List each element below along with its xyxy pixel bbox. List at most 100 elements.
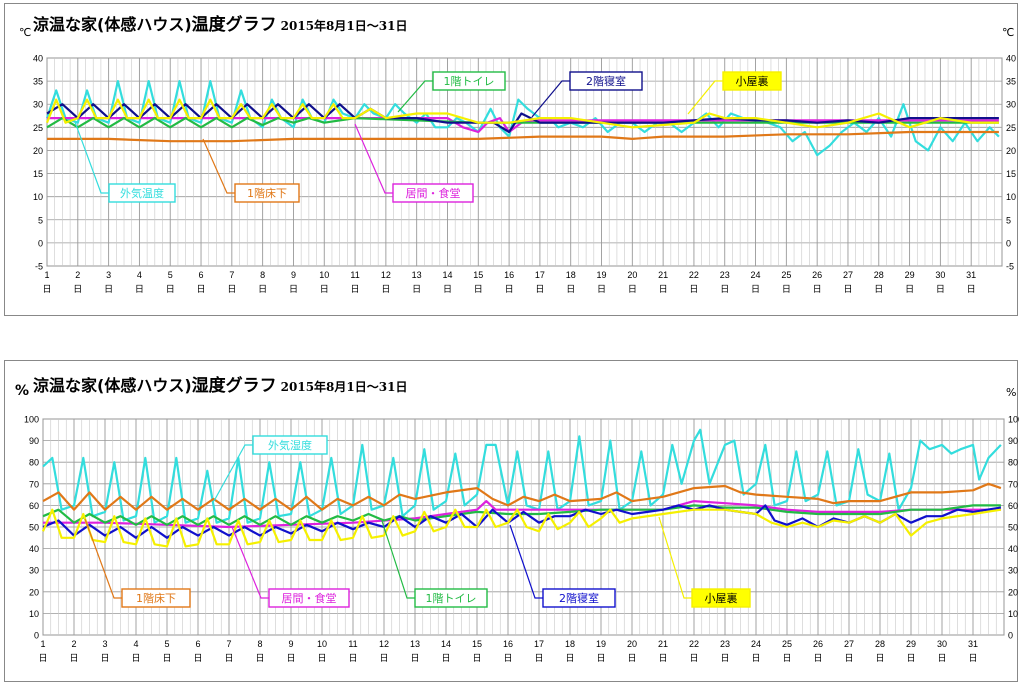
x-tick-label: 16 [504, 270, 514, 280]
x-tick-suffix: 日 [289, 284, 298, 295]
x-tick-label: 4 [137, 270, 142, 280]
x-tick-suffix: 日 [505, 284, 514, 295]
x-tick-label: 30 [937, 639, 947, 649]
x-tick-suffix: 日 [534, 653, 543, 664]
callout-1階トイレ: 1階トイレ [381, 520, 488, 608]
x-tick-label: 20 [627, 270, 637, 280]
y-tick-label-left: 40 [29, 544, 39, 554]
x-tick-suffix: 日 [197, 284, 206, 295]
left-unit-label: ℃ [19, 26, 32, 39]
x-tick-label: 3 [102, 639, 107, 649]
x-tick-label: 7 [226, 639, 231, 649]
temperature-chart-panel: 涼温な家(体感ハウス)温度グラフ 2015年8月1日～31日 ℃ ℃ -5 -5 0 0… [4, 3, 1018, 316]
x-tick-label: 2 [75, 270, 80, 280]
x-tick-suffix: 日 [224, 653, 233, 664]
x-tick-suffix: 日 [379, 653, 388, 664]
x-tick-suffix: 日 [597, 284, 606, 295]
y-tick-label-left: 20 [33, 146, 43, 156]
y-tick-label-right: 25 [1006, 123, 1016, 133]
x-tick-suffix: 日 [843, 284, 852, 295]
x-tick-suffix: 日 [659, 284, 668, 295]
x-tick-suffix: 日 [135, 284, 144, 295]
x-tick-suffix: 日 [751, 284, 760, 295]
x-tick-suffix: 日 [874, 284, 883, 295]
callout-1階床下: 1階床下 [202, 138, 300, 203]
x-tick-label: 19 [596, 639, 606, 649]
x-tick-label: 5 [164, 639, 169, 649]
callout-label: 外気温度 [120, 186, 164, 200]
x-tick-suffix: 日 [628, 284, 637, 295]
callout-小屋裏: 小屋裏 [687, 71, 782, 115]
x-tick-label: 27 [844, 639, 854, 649]
x-tick-label: 25 [782, 639, 792, 649]
y-tick-label-left: 0 [38, 238, 43, 248]
y-tick-label-left: 30 [29, 566, 39, 576]
x-tick-suffix: 日 [627, 653, 636, 664]
x-tick-label: 6 [195, 639, 200, 649]
y-tick-label-right: 10 [1008, 609, 1018, 619]
x-tick-label: 24 [751, 270, 761, 280]
x-tick-label: 8 [257, 639, 262, 649]
y-tick-label-right: 10 [1006, 192, 1016, 202]
callout-label: 2階寝室 [559, 591, 599, 605]
x-tick-suffix: 日 [565, 653, 574, 664]
x-tick-suffix: 日 [566, 284, 575, 295]
x-tick-suffix: 日 [689, 653, 698, 664]
y-tick-label-right: 20 [1006, 146, 1016, 156]
series-line-1階トイレ [42, 504, 1001, 526]
x-tick-suffix: 日 [348, 653, 357, 664]
x-tick-label: 30 [935, 270, 945, 280]
callout-label: 居間・食堂 [406, 186, 461, 200]
callout-label: 1階床下 [136, 591, 176, 605]
x-tick-suffix: 日 [351, 284, 360, 295]
y-tick-label-right: 0 [1006, 238, 1011, 248]
x-tick-label: 12 [381, 270, 391, 280]
x-tick-suffix: 日 [227, 284, 236, 295]
chart-title: 涼温な家(体感ハウス)湿度グラフ 2015年8月1日～31日 [33, 371, 407, 396]
y-tick-label-right: 5 [1006, 215, 1011, 225]
x-tick-label: 18 [565, 639, 575, 649]
y-tick-label-left: 50 [29, 523, 39, 533]
x-tick-label: 8 [260, 270, 265, 280]
y-tick-label-left: 35 [33, 77, 43, 87]
x-tick-suffix: 日 [42, 284, 51, 295]
y-tick-label-left: 15 [33, 169, 43, 179]
series-line-1階床下 [42, 482, 1002, 511]
series-line-外気温度 [45, 79, 1000, 157]
x-tick-suffix: 日 [967, 284, 976, 295]
x-tick-label: 14 [441, 639, 451, 649]
x-tick-label: 29 [905, 270, 915, 280]
humidity-plot: 0 0 10 10 20 20 30 30 40 40 50 50 60 60 70 70 80 80 90 90 10… [24, 415, 1019, 665]
title-prefix: 涼温な家(体感ハウス) [33, 376, 192, 395]
x-tick-suffix: 日 [381, 284, 390, 295]
x-tick-suffix: 日 [166, 284, 175, 295]
y-tick-label-right: 80 [1008, 458, 1018, 468]
x-tick-label: 7 [229, 270, 234, 280]
x-tick-suffix: 日 [503, 653, 512, 664]
x-tick-suffix: 日 [104, 284, 113, 295]
y-tick-label-right: 40 [1006, 54, 1016, 64]
x-tick-suffix: 日 [937, 653, 946, 664]
x-tick-suffix: 日 [286, 653, 295, 664]
x-tick-suffix: 日 [69, 653, 78, 664]
x-tick-suffix: 日 [131, 653, 140, 664]
x-tick-label: 31 [966, 270, 976, 280]
left-unit-label: % [15, 383, 30, 399]
y-tick-label-left: 70 [29, 479, 39, 489]
title-main: 温度グラフ [191, 15, 277, 35]
x-tick-label: 19 [597, 270, 607, 280]
x-tick-label: 2 [71, 639, 76, 649]
x-tick-suffix: 日 [720, 653, 729, 664]
x-tick-label: 12 [379, 639, 389, 649]
x-tick-label: 17 [535, 270, 545, 280]
x-tick-label: 16 [503, 639, 513, 649]
y-tick-label-right: 35 [1006, 77, 1016, 87]
x-tick-label: 28 [874, 270, 884, 280]
series-line-小屋裏 [45, 98, 999, 129]
x-tick-suffix: 日 [258, 284, 267, 295]
y-tick-label-right: -5 [1006, 262, 1014, 272]
x-tick-label: 15 [472, 639, 482, 649]
y-tick-label-left: 10 [33, 192, 43, 202]
x-tick-label: 4 [133, 639, 138, 649]
x-tick-label: 15 [473, 270, 483, 280]
